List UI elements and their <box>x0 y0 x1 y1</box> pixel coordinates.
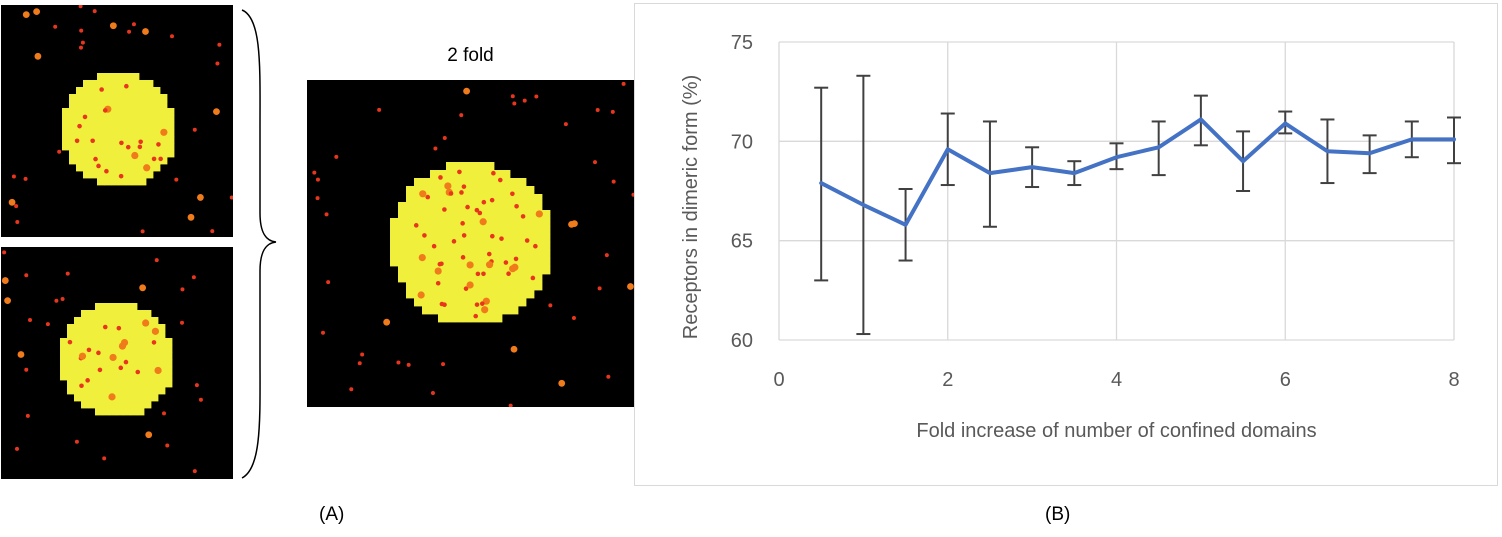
series-line <box>819 117 1456 227</box>
x-tick-label: 0 <box>773 369 784 391</box>
data-point <box>1368 151 1372 155</box>
data-point <box>1115 155 1118 159</box>
receptor-dots <box>8 5 233 234</box>
data-point <box>1241 159 1245 163</box>
data-point <box>861 203 865 207</box>
panel-letter-a: (A) <box>319 504 345 525</box>
y-tick-label: 70 <box>731 131 753 153</box>
fold-title: 2 fold <box>447 45 494 66</box>
confined-domain <box>60 303 173 416</box>
simulation-render-main <box>307 80 634 407</box>
line-chart: 60 65 70 75 0 2 4 6 8 Fold increase of number of … <box>680 32 1461 442</box>
data-point <box>1157 145 1161 149</box>
grouping-brace <box>241 9 277 479</box>
x-tick-label: 6 <box>1280 369 1291 391</box>
confined-domain <box>390 162 551 323</box>
data-point <box>819 181 823 185</box>
simulation-panel-bottom <box>1 247 233 479</box>
data-point <box>1452 137 1456 141</box>
data-point <box>988 171 992 175</box>
y-tick-label: 60 <box>731 330 753 352</box>
simulation-render-bottom <box>1 247 233 479</box>
simulation-panel-top <box>1 5 233 237</box>
chart-area: 60 65 70 75 0 2 4 6 8 Fold increase of number of … <box>634 3 1498 486</box>
data-point <box>1283 121 1287 125</box>
data-point <box>1410 137 1414 141</box>
x-tick-label: 4 <box>1111 369 1122 391</box>
y-tick-label: 75 <box>731 32 753 54</box>
data-point <box>1072 171 1076 175</box>
y-tick-label: 65 <box>731 231 753 253</box>
data-point <box>1325 149 1329 153</box>
simulation-render-top <box>1 5 233 237</box>
data-point <box>1199 117 1203 121</box>
panel-letter-b: (B) <box>1045 504 1071 525</box>
error-bars <box>814 74 1461 336</box>
x-axis-title: Fold increase of number of confined doma… <box>916 420 1316 442</box>
data-point <box>1030 165 1034 169</box>
data-point <box>946 147 950 151</box>
data-point <box>904 223 908 227</box>
x-tick-label: 8 <box>1448 369 1459 391</box>
y-axis-title: Receptors in dimeric form (%) <box>680 75 702 340</box>
receptor-dots <box>1 250 203 474</box>
confined-domain <box>62 73 175 186</box>
simulation-panel-2-fold <box>307 80 634 407</box>
gridlines <box>778 41 1455 341</box>
x-tick-label: 2 <box>942 369 953 391</box>
receptor-dots <box>312 81 634 407</box>
